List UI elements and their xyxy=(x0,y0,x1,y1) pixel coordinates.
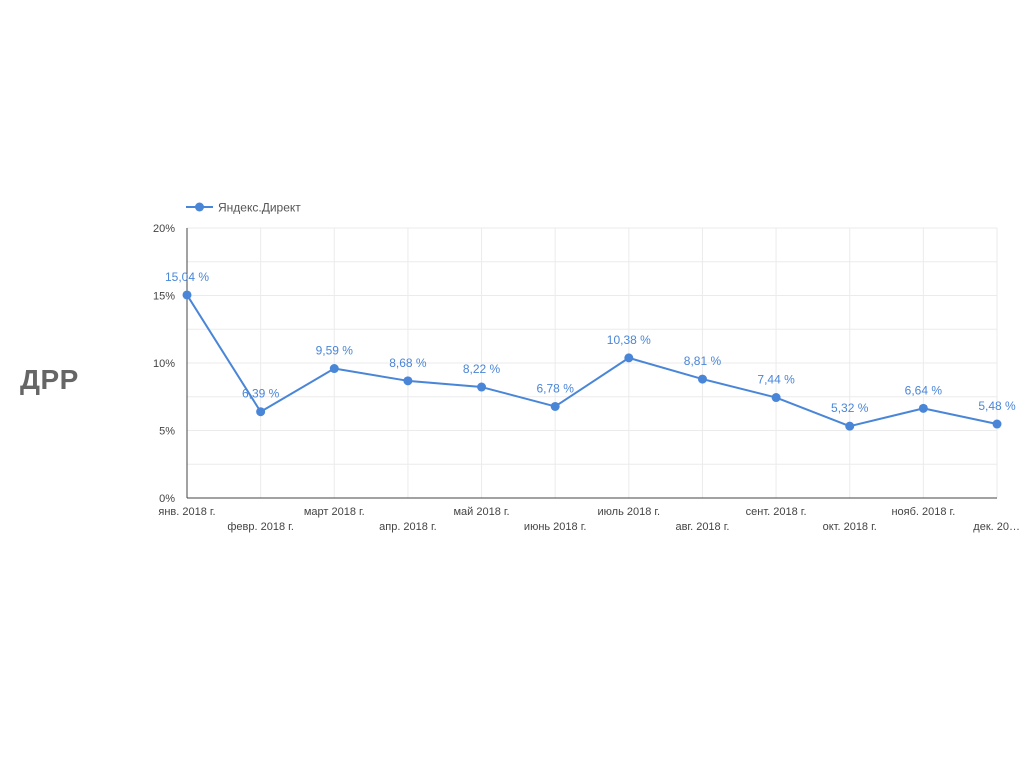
data-point[interactable] xyxy=(992,419,1002,429)
slide-title: ДРР xyxy=(20,364,79,395)
data-point[interactable] xyxy=(918,403,928,413)
x-tick-label: июнь 2018 г. xyxy=(524,521,587,533)
legend-label: Яндекс.Директ xyxy=(218,201,301,215)
x-tick-label: апр. 2018 г. xyxy=(379,521,437,533)
data-label: 9,59 % xyxy=(316,344,354,358)
y-tick-label: 15% xyxy=(153,291,175,303)
x-tick-label: окт. 2018 г. xyxy=(823,521,877,533)
data-point[interactable] xyxy=(403,376,413,386)
data-point[interactable] xyxy=(256,407,266,417)
x-tick-label: май 2018 г. xyxy=(453,506,509,518)
data-point[interactable] xyxy=(697,374,707,384)
x-tick-label: янв. 2018 г. xyxy=(158,506,215,518)
data-label: 8,22 % xyxy=(463,362,501,376)
data-label: 5,48 % xyxy=(978,399,1016,413)
data-label: 8,81 % xyxy=(684,354,722,368)
y-tick-label: 10% xyxy=(153,358,175,370)
data-point[interactable] xyxy=(771,393,781,403)
y-axis-ticks: 0% 5% 10% 15% 20% xyxy=(153,223,175,505)
data-label: 15,04 % xyxy=(165,270,209,284)
data-label: 6,39 % xyxy=(242,387,280,401)
data-point[interactable] xyxy=(182,290,192,300)
x-tick-label: сент. 2018 г. xyxy=(746,506,807,518)
y-tick-label: 0% xyxy=(159,493,175,505)
x-tick-label: февр. 2018 г. xyxy=(227,521,294,533)
axes xyxy=(186,228,997,499)
data-label: 5,32 % xyxy=(831,401,869,415)
x-axis-ticks: янв. 2018 г. февр. 2018 г. март 2018 г. апр… xyxy=(158,506,1020,533)
y-tick-label: 20% xyxy=(153,223,175,235)
data-point[interactable] xyxy=(477,382,487,392)
data-label: 7,44 % xyxy=(757,373,795,387)
x-tick-label: нояб. 2018 г. xyxy=(891,506,955,518)
data-label: 10,38 % xyxy=(607,333,651,347)
legend-marker-icon xyxy=(195,202,204,212)
x-tick-label: июль 2018 г. xyxy=(598,506,661,518)
data-point[interactable] xyxy=(624,353,634,363)
x-tick-label: дек. 20… xyxy=(973,521,1020,533)
data-point[interactable] xyxy=(329,364,339,374)
data-point[interactable] xyxy=(550,401,560,411)
data-labels: 15,04 % 6,39 % 9,59 % 8,68 % 8,22 % 6,78 % 10,… xyxy=(165,270,1016,415)
series-yandex-direct xyxy=(182,290,1002,431)
legend: Яндекс.Директ xyxy=(186,201,301,215)
data-label: 8,68 % xyxy=(389,356,427,370)
x-tick-label: март 2018 г. xyxy=(304,506,365,518)
x-tick-label: авг. 2018 г. xyxy=(675,521,729,533)
data-point[interactable] xyxy=(845,421,855,431)
data-label: 6,78 % xyxy=(537,381,575,395)
grid xyxy=(187,227,998,498)
y-tick-label: 5% xyxy=(159,426,175,438)
data-label: 6,64 % xyxy=(905,383,943,397)
series-line xyxy=(186,294,998,428)
